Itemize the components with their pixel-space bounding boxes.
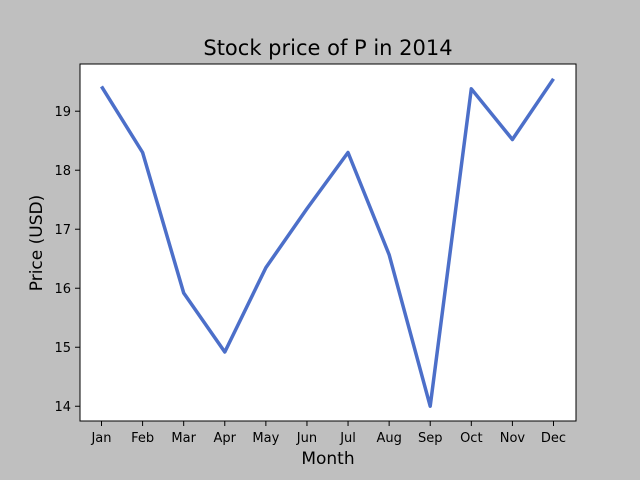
x-tick-label: Dec xyxy=(541,431,566,446)
y-tick-label: 16 xyxy=(54,282,71,297)
x-tick-label: Mar xyxy=(171,431,196,446)
y-axis-label: Price (USD) xyxy=(27,195,47,291)
x-tick-label: Feb xyxy=(131,431,154,446)
x-tick-label: May xyxy=(252,431,279,446)
plot-area xyxy=(79,63,577,422)
x-tick-label: Nov xyxy=(500,431,526,446)
x-tick-label: Aug xyxy=(376,431,401,446)
y-tick-label: 17 xyxy=(54,223,71,238)
y-tick-label: 15 xyxy=(54,341,71,356)
series-line xyxy=(100,77,555,408)
x-axis-ticks: Jan Feb Mar Apr May Jun Jul Aug Sep Oct Nov Dec xyxy=(90,421,566,446)
x-tick-label: Jun xyxy=(296,431,317,446)
x-tick-label: Apr xyxy=(214,431,237,446)
x-tick-label: Oct xyxy=(460,431,482,446)
x-tick-label: Sep xyxy=(418,431,443,446)
y-tick-label: 19 xyxy=(54,105,71,120)
x-tick-label: Jan xyxy=(90,431,111,446)
chart-title: Stock price of P in 2014 xyxy=(203,36,452,60)
y-tick-label: 14 xyxy=(54,400,71,415)
x-axis-label: Month xyxy=(301,449,354,469)
y-axis-ticks: 14 15 16 17 18 19 xyxy=(54,105,80,415)
y-tick-label: 18 xyxy=(54,164,71,179)
x-tick-label: Jul xyxy=(339,431,356,446)
